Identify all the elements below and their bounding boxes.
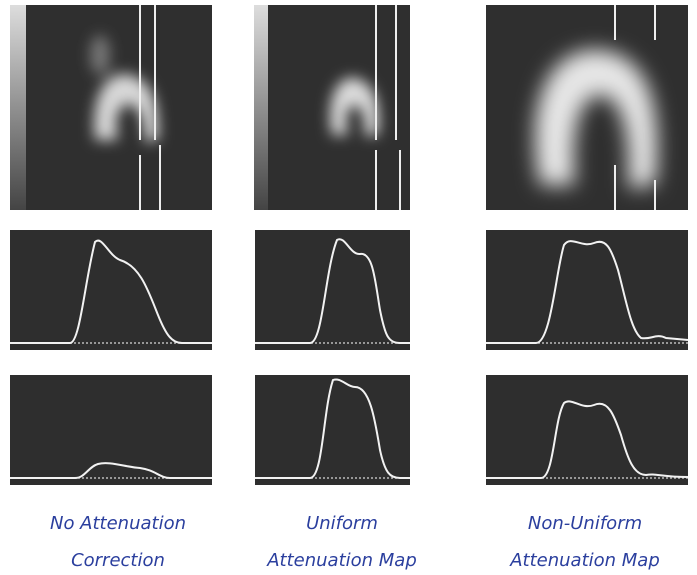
image-no-correction: [10, 5, 212, 210]
profile: [255, 375, 410, 485]
image-non-uniform: [486, 5, 688, 210]
profile: [486, 375, 688, 485]
profile: [486, 230, 688, 350]
caption: Uniform: [306, 513, 378, 534]
profile: [10, 230, 212, 350]
caption: Correction: [71, 550, 165, 571]
caption: Attenuation Map: [509, 550, 660, 571]
caption: No Attenuation: [50, 513, 186, 534]
caption: Attenuation Map: [266, 550, 417, 571]
figure: No Attenuation Correction Uniform Attenu…: [0, 0, 697, 571]
caption: Non-Uniform: [528, 513, 642, 534]
profile: [10, 375, 212, 485]
image-uniform: [254, 5, 410, 210]
profile: [255, 230, 410, 350]
